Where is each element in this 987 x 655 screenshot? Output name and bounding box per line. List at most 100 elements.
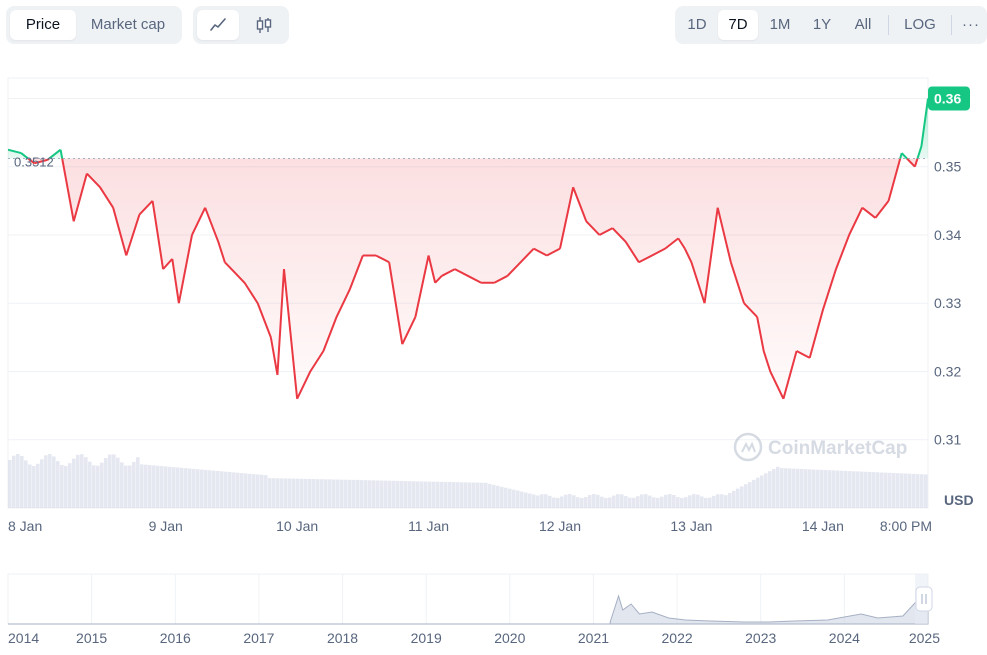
volume-bar [364, 480, 368, 508]
volume-bar [372, 480, 376, 508]
volume-bar [884, 472, 888, 508]
volume-bar [744, 484, 748, 508]
volume-bar [20, 455, 24, 508]
volume-bar [496, 485, 500, 508]
volume-bar [100, 462, 104, 508]
y-tick-label: 0.32 [934, 363, 961, 379]
navigator-year-label: 2023 [745, 630, 776, 646]
volume-bar [816, 469, 820, 508]
volume-bar [240, 473, 244, 508]
y-tick-label: 0.33 [934, 295, 961, 311]
volume-bar [584, 496, 588, 508]
volume-bar [448, 482, 452, 508]
volume-bar [228, 472, 232, 508]
range-all-button[interactable]: All [854, 16, 872, 33]
volume-bar [288, 478, 292, 508]
volume-bar [344, 479, 348, 508]
volume-bar [796, 468, 800, 508]
volume-bar [904, 473, 908, 508]
current-price-value: 0.36 [934, 90, 961, 106]
volume-bar [24, 460, 28, 508]
volume-bar [808, 469, 812, 508]
y-tick-label: 0.31 [934, 432, 961, 448]
range-1d-button[interactable]: 1D [687, 16, 707, 33]
volume-bar [760, 475, 764, 508]
volume-bar [188, 468, 192, 508]
volume-bar [236, 472, 240, 508]
volume-bar [256, 474, 260, 508]
volume-bar [644, 494, 648, 508]
line-chart-icon [210, 18, 226, 31]
more-options-button[interactable]: ··· [962, 16, 980, 33]
volume-bar [592, 494, 596, 508]
volume-bar [836, 470, 840, 508]
volume-bar [140, 464, 144, 508]
volume-bar [708, 497, 712, 508]
volume-bar [124, 465, 128, 508]
volume-bar [96, 465, 100, 508]
volume-bar [92, 465, 96, 508]
volume-bar [64, 465, 68, 508]
range-1m-button[interactable]: 1M [769, 16, 791, 33]
navigator-year-label: 2020 [494, 630, 525, 646]
price-line-above [8, 98, 928, 160]
volume-bar [516, 490, 520, 508]
volume-bar [476, 482, 480, 508]
volume-bars [8, 454, 928, 508]
volume-bar [292, 478, 296, 508]
volume-bar [444, 481, 448, 508]
volume-bar [840, 470, 844, 508]
volume-bar [756, 477, 760, 508]
volume-bar [732, 490, 736, 508]
volume-bar [648, 495, 652, 508]
volume-bar [420, 481, 424, 508]
below-reference-area [28, 158, 918, 399]
volume-bar [152, 465, 156, 508]
volume-bar [824, 470, 828, 508]
volume-bar [300, 478, 304, 508]
volume-bar [512, 489, 516, 508]
volume-bar [232, 472, 236, 508]
volume-bar [528, 493, 532, 508]
volume-bar [620, 494, 624, 508]
volume-bar [704, 497, 708, 508]
volume-bar [608, 497, 612, 508]
volume-bar [268, 478, 272, 508]
volume-bar [896, 473, 900, 508]
range-7d-button[interactable]: 7D [718, 10, 758, 40]
volume-bar [900, 473, 904, 508]
watermark-text: CoinMarketCap [768, 438, 907, 459]
navigator-year-label: 2022 [662, 630, 693, 646]
volume-bar [488, 483, 492, 508]
volume-bar [848, 471, 852, 508]
volume-bar [668, 494, 672, 508]
volume-bar [508, 488, 512, 508]
volume-bar [160, 466, 164, 508]
volume-bar [36, 463, 40, 508]
volume-bar [216, 470, 220, 508]
volume-bar [376, 480, 380, 508]
watermark: CoinMarketCap [733, 432, 907, 462]
range-1y-button[interactable]: 1Y [812, 16, 832, 33]
volume-bar [880, 472, 884, 508]
volume-bar [12, 455, 16, 508]
volume-bar [296, 478, 300, 508]
volume-bar [844, 470, 848, 508]
price-tab[interactable]: Price [10, 10, 76, 40]
volume-bar [864, 471, 868, 508]
volume-bar [480, 482, 484, 508]
volume-bar [560, 496, 564, 508]
volume-bar [580, 497, 584, 508]
log-scale-button[interactable]: LOG [904, 16, 936, 33]
volume-bar [520, 491, 524, 508]
navigator-handle[interactable] [915, 586, 933, 612]
line-chart-button[interactable] [197, 10, 239, 40]
volume-bar [916, 474, 920, 508]
volume-bar [660, 496, 664, 508]
market-cap-tab[interactable]: Market cap [90, 16, 166, 33]
candlestick-button[interactable] [243, 10, 285, 40]
volume-bar [380, 480, 384, 508]
volume-bar [144, 464, 148, 508]
volume-bar [436, 481, 440, 508]
